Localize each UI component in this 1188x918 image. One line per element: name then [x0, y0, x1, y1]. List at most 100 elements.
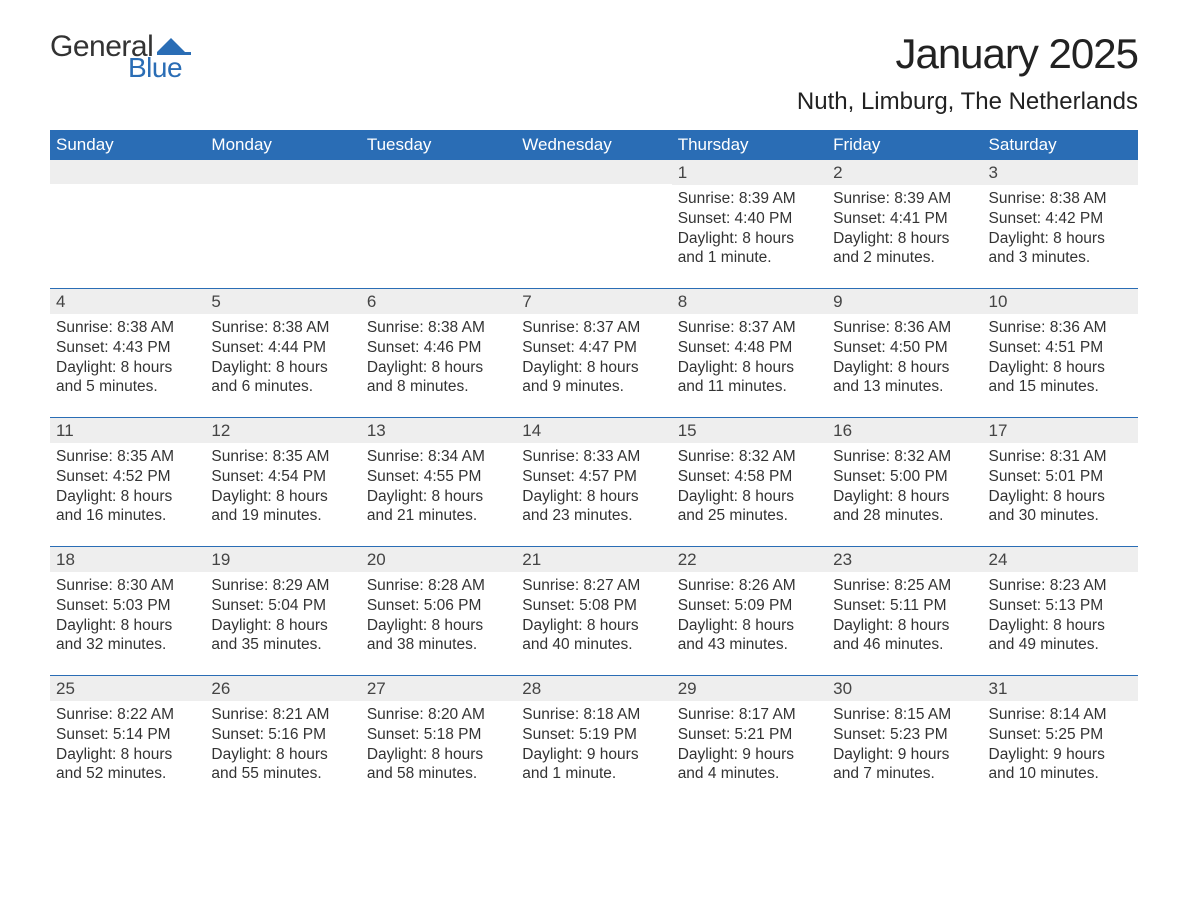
- day-body: Sunrise: 8:39 AMSunset: 4:41 PMDaylight:…: [827, 185, 982, 274]
- calendar-header-cell: Monday: [205, 130, 360, 160]
- sunrise-line: Sunrise: 8:37 AM: [678, 318, 821, 338]
- daylight-line: Daylight: 8 hours and 2 minutes.: [833, 229, 976, 269]
- calendar-cell: 17Sunrise: 8:31 AMSunset: 5:01 PMDayligh…: [983, 418, 1138, 546]
- day-body: Sunrise: 8:37 AMSunset: 4:47 PMDaylight:…: [516, 314, 671, 403]
- day-number: 15: [672, 418, 827, 443]
- daylight-line: Daylight: 8 hours and 1 minute.: [678, 229, 821, 269]
- calendar-cell: 7Sunrise: 8:37 AMSunset: 4:47 PMDaylight…: [516, 289, 671, 417]
- day-number: 7: [516, 289, 671, 314]
- sunrise-line: Sunrise: 8:30 AM: [56, 576, 199, 596]
- calendar-cell: 21Sunrise: 8:27 AMSunset: 5:08 PMDayligh…: [516, 547, 671, 675]
- sunrise-line: Sunrise: 8:35 AM: [211, 447, 354, 467]
- sunset-line: Sunset: 4:48 PM: [678, 338, 821, 358]
- day-body: Sunrise: 8:25 AMSunset: 5:11 PMDaylight:…: [827, 572, 982, 661]
- calendar-cell: 8Sunrise: 8:37 AMSunset: 4:48 PMDaylight…: [672, 289, 827, 417]
- sunrise-line: Sunrise: 8:39 AM: [833, 189, 976, 209]
- day-body: Sunrise: 8:22 AMSunset: 5:14 PMDaylight:…: [50, 701, 205, 790]
- calendar-cell: 20Sunrise: 8:28 AMSunset: 5:06 PMDayligh…: [361, 547, 516, 675]
- sunset-line: Sunset: 5:11 PM: [833, 596, 976, 616]
- calendar-cell: 29Sunrise: 8:17 AMSunset: 5:21 PMDayligh…: [672, 676, 827, 804]
- calendar-cell: 12Sunrise: 8:35 AMSunset: 4:54 PMDayligh…: [205, 418, 360, 546]
- daylight-line: Daylight: 8 hours and 28 minutes.: [833, 487, 976, 527]
- daylight-line: Daylight: 8 hours and 55 minutes.: [211, 745, 354, 785]
- sunset-line: Sunset: 5:04 PM: [211, 596, 354, 616]
- calendar-cell: 11Sunrise: 8:35 AMSunset: 4:52 PMDayligh…: [50, 418, 205, 546]
- sunset-line: Sunset: 5:14 PM: [56, 725, 199, 745]
- day-number: 31: [983, 676, 1138, 701]
- sunrise-line: Sunrise: 8:27 AM: [522, 576, 665, 596]
- sunrise-line: Sunrise: 8:32 AM: [833, 447, 976, 467]
- day-number: 5: [205, 289, 360, 314]
- sunrise-line: Sunrise: 8:38 AM: [211, 318, 354, 338]
- calendar-cell: 13Sunrise: 8:34 AMSunset: 4:55 PMDayligh…: [361, 418, 516, 546]
- daylight-line: Daylight: 8 hours and 52 minutes.: [56, 745, 199, 785]
- sunrise-line: Sunrise: 8:39 AM: [678, 189, 821, 209]
- day-number: 16: [827, 418, 982, 443]
- calendar-header-cell: Tuesday: [361, 130, 516, 160]
- day-number: 22: [672, 547, 827, 572]
- day-number: 13: [361, 418, 516, 443]
- sunset-line: Sunset: 4:57 PM: [522, 467, 665, 487]
- sunset-line: Sunset: 4:46 PM: [367, 338, 510, 358]
- sunrise-line: Sunrise: 8:38 AM: [989, 189, 1132, 209]
- sunset-line: Sunset: 5:23 PM: [833, 725, 976, 745]
- day-body: Sunrise: 8:38 AMSunset: 4:44 PMDaylight:…: [205, 314, 360, 403]
- calendar-cell: [50, 160, 205, 288]
- sunset-line: Sunset: 4:40 PM: [678, 209, 821, 229]
- day-body: Sunrise: 8:21 AMSunset: 5:16 PMDaylight:…: [205, 701, 360, 790]
- calendar-header-row: SundayMondayTuesdayWednesdayThursdayFrid…: [50, 130, 1138, 160]
- day-number: 28: [516, 676, 671, 701]
- sunrise-line: Sunrise: 8:31 AM: [989, 447, 1132, 467]
- day-number: 2: [827, 160, 982, 185]
- day-body: Sunrise: 8:36 AMSunset: 4:50 PMDaylight:…: [827, 314, 982, 403]
- day-body: Sunrise: 8:39 AMSunset: 4:40 PMDaylight:…: [672, 185, 827, 274]
- daylight-line: Daylight: 8 hours and 15 minutes.: [989, 358, 1132, 398]
- empty-day-bar: [50, 160, 205, 184]
- sunset-line: Sunset: 5:03 PM: [56, 596, 199, 616]
- calendar-cell: 28Sunrise: 8:18 AMSunset: 5:19 PMDayligh…: [516, 676, 671, 804]
- calendar-row: 4Sunrise: 8:38 AMSunset: 4:43 PMDaylight…: [50, 288, 1138, 417]
- day-body: Sunrise: 8:20 AMSunset: 5:18 PMDaylight:…: [361, 701, 516, 790]
- day-body: Sunrise: 8:18 AMSunset: 5:19 PMDaylight:…: [516, 701, 671, 790]
- day-body: Sunrise: 8:14 AMSunset: 5:25 PMDaylight:…: [983, 701, 1138, 790]
- page-header: General Blue January 2025 Nuth, Limburg,…: [50, 30, 1138, 116]
- calendar-header-cell: Thursday: [672, 130, 827, 160]
- day-body: Sunrise: 8:38 AMSunset: 4:43 PMDaylight:…: [50, 314, 205, 403]
- day-number: 19: [205, 547, 360, 572]
- day-number: 3: [983, 160, 1138, 185]
- calendar-cell: 2Sunrise: 8:39 AMSunset: 4:41 PMDaylight…: [827, 160, 982, 288]
- daylight-line: Daylight: 9 hours and 10 minutes.: [989, 745, 1132, 785]
- empty-day-bar: [516, 160, 671, 184]
- day-number: 11: [50, 418, 205, 443]
- sunset-line: Sunset: 4:51 PM: [989, 338, 1132, 358]
- sunrise-line: Sunrise: 8:23 AM: [989, 576, 1132, 596]
- day-body: Sunrise: 8:26 AMSunset: 5:09 PMDaylight:…: [672, 572, 827, 661]
- day-number: 26: [205, 676, 360, 701]
- day-number: 9: [827, 289, 982, 314]
- daylight-line: Daylight: 9 hours and 4 minutes.: [678, 745, 821, 785]
- day-number: 23: [827, 547, 982, 572]
- empty-day-bar: [205, 160, 360, 184]
- day-body: Sunrise: 8:36 AMSunset: 4:51 PMDaylight:…: [983, 314, 1138, 403]
- calendar-cell: 14Sunrise: 8:33 AMSunset: 4:57 PMDayligh…: [516, 418, 671, 546]
- day-number: 10: [983, 289, 1138, 314]
- calendar-cell: 31Sunrise: 8:14 AMSunset: 5:25 PMDayligh…: [983, 676, 1138, 804]
- day-number: 4: [50, 289, 205, 314]
- sunset-line: Sunset: 4:44 PM: [211, 338, 354, 358]
- day-body: Sunrise: 8:35 AMSunset: 4:52 PMDaylight:…: [50, 443, 205, 532]
- sunrise-line: Sunrise: 8:35 AM: [56, 447, 199, 467]
- sunset-line: Sunset: 5:01 PM: [989, 467, 1132, 487]
- logo-text-blue: Blue: [128, 52, 182, 84]
- day-number: 27: [361, 676, 516, 701]
- calendar-cell: 18Sunrise: 8:30 AMSunset: 5:03 PMDayligh…: [50, 547, 205, 675]
- calendar-cell: 24Sunrise: 8:23 AMSunset: 5:13 PMDayligh…: [983, 547, 1138, 675]
- daylight-line: Daylight: 8 hours and 49 minutes.: [989, 616, 1132, 656]
- sunset-line: Sunset: 5:09 PM: [678, 596, 821, 616]
- day-body: Sunrise: 8:32 AMSunset: 4:58 PMDaylight:…: [672, 443, 827, 532]
- calendar-cell: 1Sunrise: 8:39 AMSunset: 4:40 PMDaylight…: [672, 160, 827, 288]
- calendar-cell: 4Sunrise: 8:38 AMSunset: 4:43 PMDaylight…: [50, 289, 205, 417]
- daylight-line: Daylight: 8 hours and 9 minutes.: [522, 358, 665, 398]
- daylight-line: Daylight: 8 hours and 35 minutes.: [211, 616, 354, 656]
- sunset-line: Sunset: 4:42 PM: [989, 209, 1132, 229]
- sunrise-line: Sunrise: 8:33 AM: [522, 447, 665, 467]
